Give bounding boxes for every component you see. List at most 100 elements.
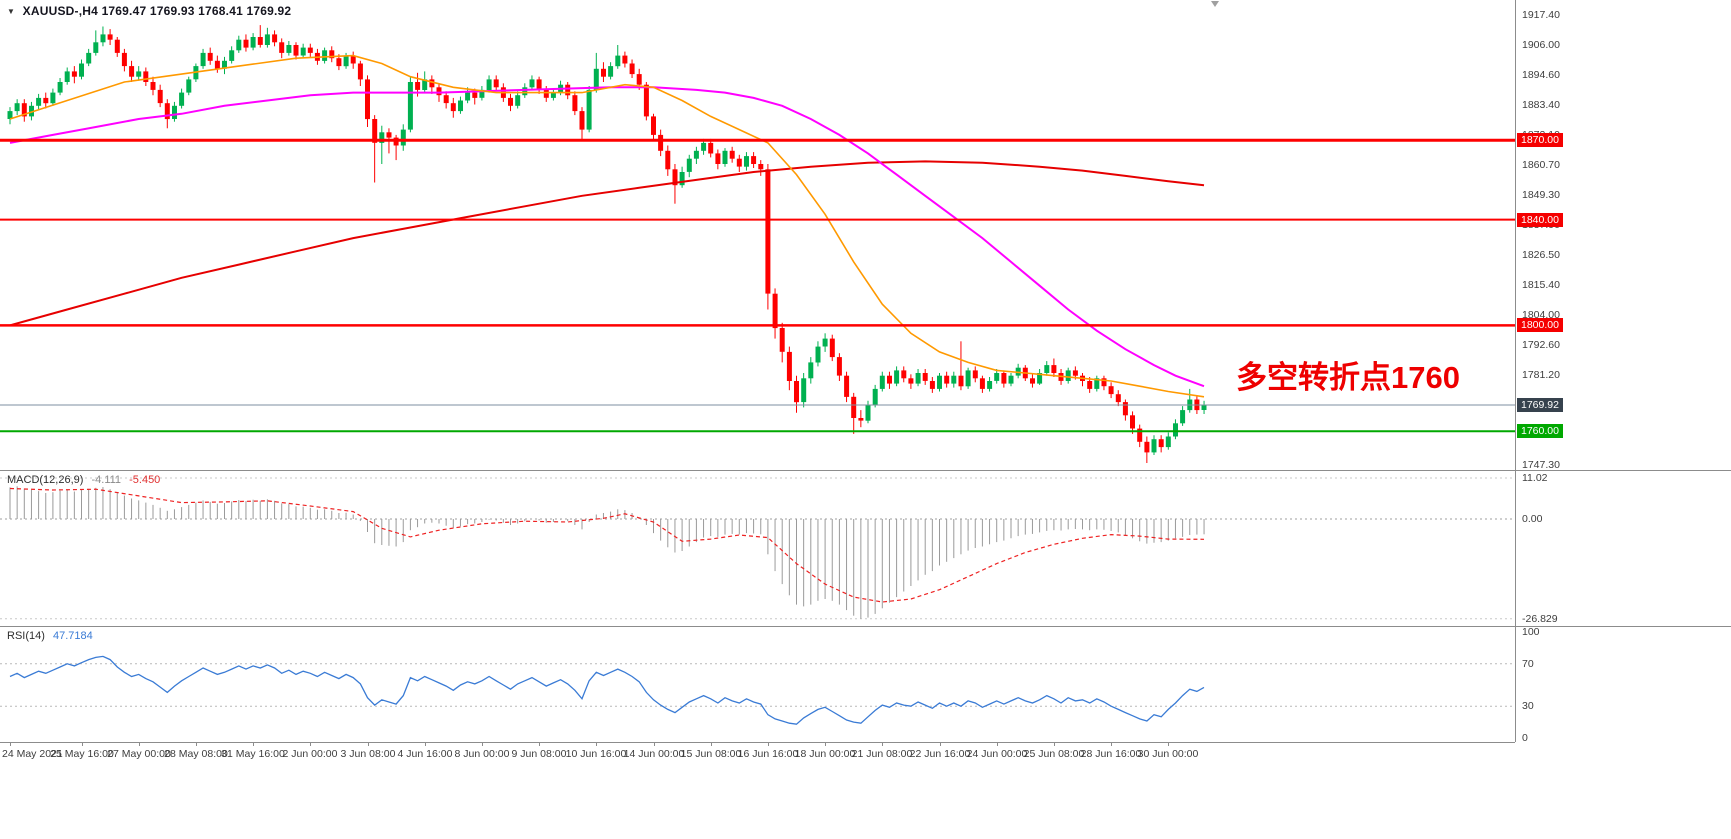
price-axis[interactable]: 1917.401906.001894.601883.401872.101860.… (1516, 0, 1731, 471)
time-axis-label: 3 Jun 08:00 (340, 748, 396, 760)
candle-body (651, 116, 656, 135)
price-badge: 1800.00 (1517, 318, 1563, 332)
candle-body (801, 378, 807, 403)
candle-body (164, 103, 170, 120)
time-axis-tick (539, 742, 540, 746)
candle-body (458, 100, 463, 112)
time-axis-tick (940, 742, 941, 746)
time-axis-label: 24 May 2021 (2, 748, 63, 760)
candle-body (1087, 381, 1093, 389)
candle-body (1151, 439, 1157, 453)
candle-body (636, 74, 642, 85)
rsi-panel-canvas[interactable] (0, 626, 1731, 742)
candle-body (422, 79, 428, 90)
candle-body (36, 97, 42, 106)
candle-body (808, 362, 814, 379)
candle-body (465, 92, 471, 101)
rsi-panel-divider[interactable] (0, 626, 1731, 627)
chart-shift-marker-icon[interactable] (1211, 1, 1219, 7)
candle-body (786, 351, 792, 381)
candle-body (593, 68, 599, 90)
candle-body (865, 404, 871, 421)
candle-body (736, 158, 742, 167)
time-axis-tick (997, 742, 998, 746)
symbol-timeframe-label: XAUUSD-,H4 (22, 4, 99, 18)
main-chart-canvas[interactable] (0, 0, 1731, 470)
candle-body (672, 169, 678, 186)
rsi-axis: 100 70 30 0 (1516, 626, 1731, 744)
candle-body (400, 129, 406, 146)
rsi-axis-label: 100 (1522, 626, 1540, 638)
candle-body (972, 370, 978, 379)
rsi-axis-label: 70 (1522, 658, 1534, 670)
time-axis-label: 28 Jun 16:00 (1080, 748, 1142, 760)
candle-body (693, 150, 699, 159)
candle-body (79, 63, 84, 77)
candle-body (1173, 423, 1178, 437)
candle-body (1108, 386, 1114, 395)
time-axis-label: 27 May 00:00 (107, 748, 171, 760)
macd-panel-divider[interactable] (0, 470, 1731, 471)
ma-mid-line (9, 86, 1205, 388)
candle-body (1115, 394, 1121, 403)
symbol-dropdown-icon[interactable]: ▼ (7, 7, 16, 16)
time-axis-label: 22 Jun 16:00 (909, 748, 971, 760)
macd-indicator-label: MACD(12,26,9) -4.111 -5.450 (7, 474, 160, 486)
macd-panel-canvas[interactable] (0, 470, 1731, 626)
time-axis-tick (368, 742, 369, 746)
candle-body (172, 105, 177, 119)
ma-fast-line (9, 54, 1205, 398)
candle-body (272, 34, 278, 43)
macd-name: MACD(12,26,9) (7, 474, 84, 486)
candle-body (57, 82, 63, 93)
price-axis-label: 1917.40 (1522, 9, 1560, 21)
time-axis-label: 16 Jun 16:00 (737, 748, 799, 760)
candle-body (257, 37, 263, 45)
candle-body (157, 89, 163, 104)
text-annotation[interactable]: 多空转折点1760 (1236, 360, 1460, 395)
candle-body (214, 60, 220, 69)
price-axis-label: 1883.40 (1522, 99, 1560, 111)
candle-body (965, 370, 971, 387)
macd-signal-value: -5.450 (129, 474, 161, 486)
candle-body (479, 89, 485, 98)
time-axis-tick (310, 742, 311, 746)
time-axis[interactable]: 24 May 2021 25 May 16:00 27 May 00:00 28 Ma… (0, 742, 1515, 768)
candle-body (679, 172, 685, 186)
candle-body (293, 45, 299, 56)
candle-body (443, 95, 449, 104)
candle-body (143, 71, 149, 82)
time-axis-label: 31 May 16:00 (221, 748, 285, 760)
candle-body (665, 150, 671, 170)
rsi-line (9, 655, 1205, 725)
candle-body (1130, 415, 1135, 429)
price-axis-label: 1747.30 (1522, 459, 1560, 471)
candle-body (336, 58, 342, 67)
candle-body (915, 373, 921, 384)
candle-body (372, 119, 378, 143)
price-axis-label: 1849.30 (1522, 189, 1560, 201)
macd-signal-line (9, 487, 1205, 603)
candle-body (701, 142, 707, 151)
rsi-axis-label: 0 (1522, 732, 1528, 744)
time-axis-tick (825, 742, 826, 746)
time-axis-tick (1054, 742, 1055, 746)
candle-body (493, 79, 499, 88)
time-axis-tick (425, 742, 426, 746)
candle-body (586, 89, 592, 130)
candle-body (1072, 370, 1078, 376)
time-axis-tick (596, 742, 597, 746)
candle-body (944, 375, 950, 384)
candle-body (1201, 405, 1207, 410)
price-axis-line (1515, 0, 1516, 742)
candle-body (715, 153, 721, 164)
macd-main-value: -4.111 (91, 474, 122, 486)
time-axis-tick (1168, 742, 1169, 746)
candle-body (1065, 370, 1071, 381)
candle-body (29, 105, 34, 117)
time-axis-label: 2 Jun 00:00 (282, 748, 338, 760)
candle-body (386, 132, 392, 138)
candle-body (222, 60, 227, 69)
time-axis-tick (10, 742, 11, 746)
candle-body (357, 63, 363, 80)
